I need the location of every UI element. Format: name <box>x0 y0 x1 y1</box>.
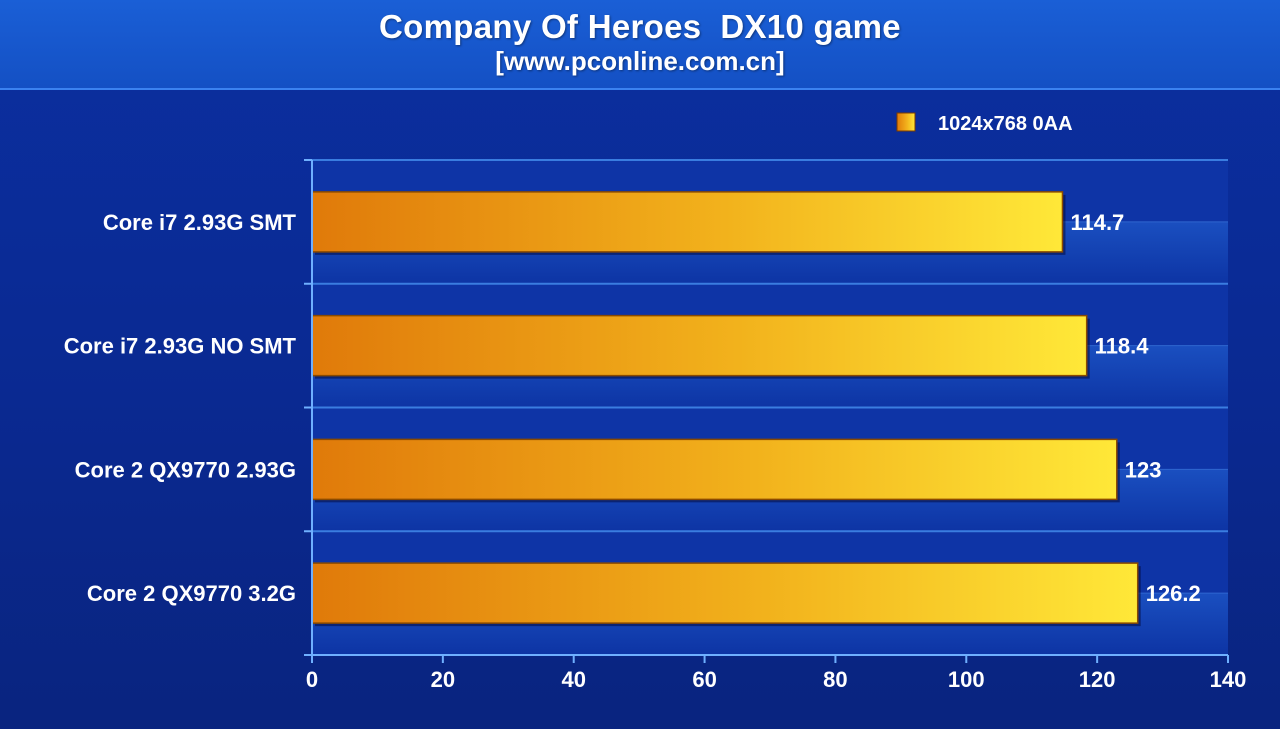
value-label: 114.7 <box>1070 210 1124 235</box>
x-tick-label: 140 <box>1210 667 1247 692</box>
x-tick-label: 120 <box>1079 667 1116 692</box>
x-tick-label: 0 <box>306 667 318 692</box>
title-band <box>0 0 1280 90</box>
chart-title: Company Of Heroes DX10 game <box>379 8 901 45</box>
category-label: Core 2 QX9770 2.93G <box>75 457 296 482</box>
x-tick-label: 60 <box>692 667 716 692</box>
category-labels: Core i7 2.93G SMT Core i7 2.93G NO SMT Cor… <box>64 210 297 606</box>
value-label: 123 <box>1125 457 1162 482</box>
bar <box>311 438 1118 501</box>
value-labels: 114.7 118.4 123 126.2 <box>1070 210 1200 606</box>
x-tick-label: 100 <box>948 667 985 692</box>
value-label: 118.4 <box>1095 334 1150 359</box>
category-label: Core 2 QX9770 3.2G <box>87 581 296 606</box>
bar <box>311 191 1064 253</box>
bar <box>311 314 1088 377</box>
x-tick-label: 40 <box>561 667 585 692</box>
legend: 1024x768 0AA <box>896 112 1073 135</box>
legend-swatch <box>896 112 916 132</box>
x-axis: 0 20 40 60 80 100 120 140 <box>304 159 1247 692</box>
chart-subtitle: [www.pconline.com.cn] <box>495 46 785 76</box>
category-label: Core i7 2.93G NO SMT <box>64 334 297 359</box>
legend-label: 1024x768 0AA <box>938 113 1073 135</box>
bar <box>311 562 1139 624</box>
x-tick-label: 80 <box>823 667 847 692</box>
bars <box>311 191 1141 627</box>
x-tick-label: 20 <box>431 667 455 692</box>
value-label: 126.2 <box>1146 581 1201 606</box>
category-label: Core i7 2.93G SMT <box>103 210 297 235</box>
